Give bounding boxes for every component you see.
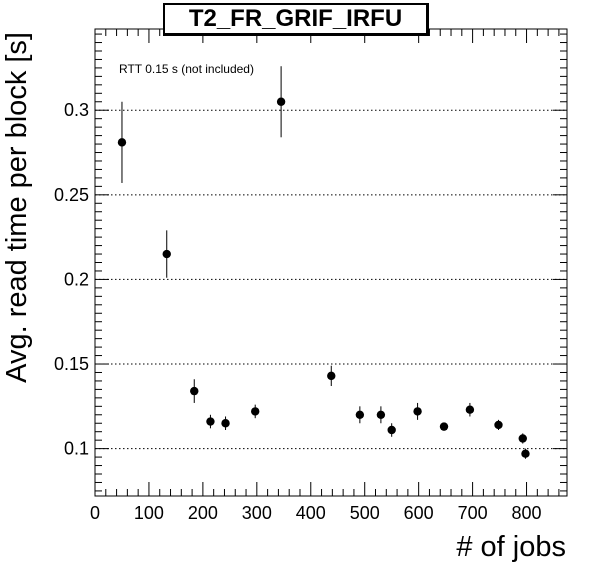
y-tick-label: 0.25	[54, 185, 89, 205]
x-tick-label: 0	[90, 503, 100, 523]
data-point	[276, 97, 286, 106]
x-tick-label: 700	[458, 503, 488, 523]
data-point	[518, 434, 527, 443]
x-tick-label: 600	[404, 503, 434, 523]
data-point	[190, 386, 199, 396]
data-point	[494, 420, 503, 430]
x-tick-label: 200	[188, 503, 218, 523]
grid-lines	[95, 109, 567, 450]
tick-labels: 0.1 0.15 0.2 0.25 0.3 0 100 200 300 400 500 600 700 8…	[54, 100, 542, 523]
y-axis-title: Avg. read time per block [s]	[1, 32, 33, 383]
data-point	[117, 138, 127, 147]
data-point	[465, 405, 475, 414]
chart-title: T2_FR_GRIF_IRFU	[163, 3, 429, 36]
data-point	[327, 371, 336, 381]
x-axis-title: # of jobs	[456, 531, 566, 563]
data-points	[117, 66, 530, 459]
x-tick-label: 100	[134, 503, 164, 523]
x-tick-label: 500	[350, 503, 380, 523]
y-tick-label: 0.3	[64, 100, 89, 120]
annotation-text: RTT 0.15 s (not included)	[119, 62, 254, 76]
data-point	[162, 249, 171, 259]
data-point	[206, 417, 215, 426]
data-point	[355, 410, 365, 419]
x-tick-label: 800	[512, 503, 542, 523]
data-point	[376, 410, 386, 419]
y-tick-label: 0.2	[64, 269, 89, 289]
data-point	[413, 407, 422, 416]
y-tick-label: 0.15	[54, 354, 89, 374]
data-point	[521, 449, 530, 458]
x-tick-label: 400	[296, 503, 326, 523]
data-point	[251, 407, 260, 416]
data-point	[221, 419, 230, 428]
x-tick-label: 300	[242, 503, 272, 523]
y-tick-label: 0.1	[64, 439, 89, 459]
data-point	[387, 425, 396, 435]
data-point	[439, 422, 449, 431]
